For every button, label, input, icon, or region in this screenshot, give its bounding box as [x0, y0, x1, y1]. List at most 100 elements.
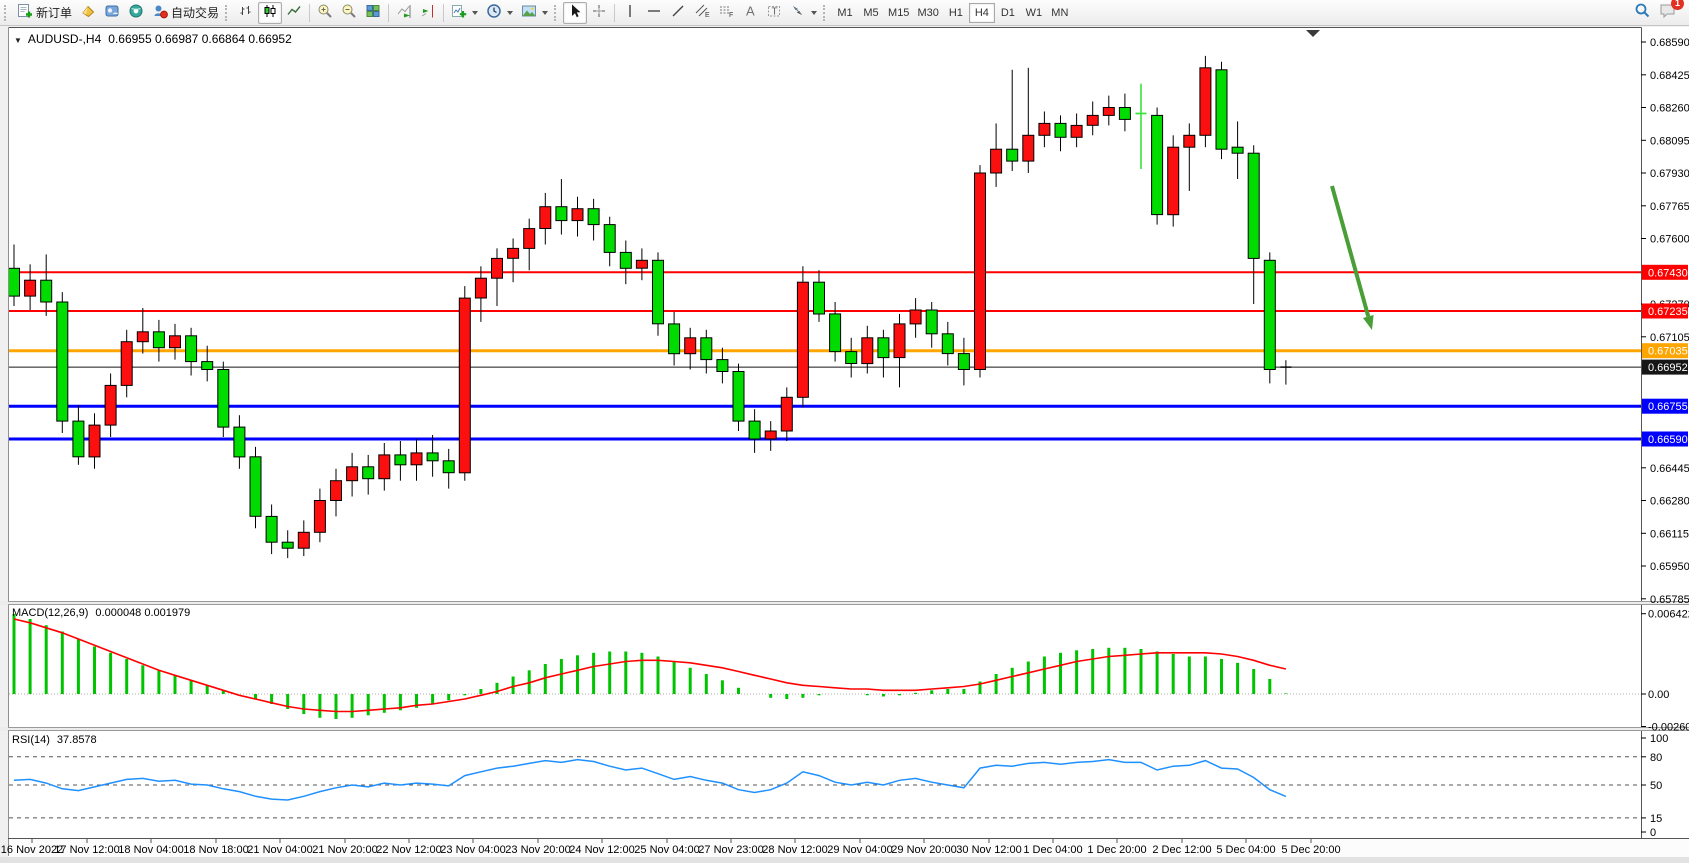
cursor-button[interactable]: [563, 1, 588, 24]
fibonacci-button[interactable]: F: [714, 2, 738, 24]
svg-text:-0.002603: -0.002603: [1648, 722, 1689, 734]
arrows-button[interactable]: [786, 2, 821, 24]
tile-windows-button[interactable]: [361, 2, 385, 24]
candle: [507, 238, 520, 283]
timeframe-m5-button[interactable]: M5: [858, 3, 884, 23]
svg-text:0.68095: 0.68095: [1650, 135, 1689, 147]
crosshair-button[interactable]: [587, 2, 611, 24]
auto-scroll-button[interactable]: [392, 2, 416, 24]
crosshair-icon: [591, 3, 607, 22]
svg-text:2 Dec 12:00: 2 Dec 12:00: [1152, 844, 1211, 856]
candles: [8, 55, 1292, 559]
text-label-icon: T: [766, 3, 782, 22]
chart-shift-marker[interactable]: [1306, 30, 1320, 37]
globe-button[interactable]: [124, 2, 148, 24]
toolbar-grip: [554, 4, 560, 21]
toolbar-separator: [614, 3, 616, 22]
candle: [297, 520, 310, 557]
svg-text:17 Nov 12:00: 17 Nov 12:00: [54, 844, 119, 856]
candle: [635, 248, 648, 281]
zoom-in-icon: [317, 3, 333, 22]
candle: [88, 413, 101, 469]
timeframe-h4-button[interactable]: H4: [968, 2, 995, 23]
dropdown-caret-icon: [811, 10, 818, 15]
clock-icon: [486, 3, 502, 22]
trend-arrow-annotation[interactable]: [1330, 185, 1374, 330]
algo-trading-button[interactable]: 自动交易: [148, 2, 223, 24]
gold-tag-button[interactable]: [76, 2, 100, 24]
svg-text:0.66280: 0.66280: [1650, 496, 1689, 508]
timeframe-d1-button[interactable]: D1: [995, 3, 1021, 23]
timeframe-m1-button[interactable]: M1: [832, 3, 858, 23]
rsi-line: [13, 758, 1287, 801]
rsi-axis[interactable]: 100 80 50 15 0: [1641, 733, 1668, 839]
candle: [362, 454, 375, 495]
zoom-in-button[interactable]: [313, 2, 337, 24]
candle: [893, 313, 906, 388]
svg-text:0.67430: 0.67430: [1648, 267, 1688, 279]
chart-title[interactable]: ▼ AUDUSD-,H4 0.66955 0.66987 0.66864 0.669…: [14, 32, 292, 46]
line-chart-button[interactable]: [282, 2, 306, 24]
price-axis[interactable]: 0.68590 0.68425 0.68260 0.68095 0.67930 0.677…: [1641, 37, 1689, 606]
horizontal-line-button[interactable]: [642, 2, 666, 24]
candle: [877, 329, 890, 378]
svg-text:80: 80: [1650, 752, 1662, 764]
new-order-button[interactable]: 新订单: [13, 2, 76, 24]
timeframe-m30-button[interactable]: M30: [913, 3, 942, 23]
equidistant-channel-button[interactable]: E: [690, 2, 714, 24]
svg-text:0.66445: 0.66445: [1650, 463, 1689, 475]
bar-chart-button[interactable]: [234, 2, 258, 24]
vertical-line-button[interactable]: [618, 2, 642, 24]
templates-button[interactable]: [517, 2, 552, 24]
svg-text:5 Dec 20:00: 5 Dec 20:00: [1281, 844, 1340, 856]
rsi-value: 37.8578: [56, 734, 97, 746]
candle: [313, 488, 326, 543]
svg-text:22 Nov 12:00: 22 Nov 12:00: [376, 844, 441, 856]
zoom-out-icon: [341, 3, 357, 22]
candle: [104, 373, 117, 437]
notifications-button[interactable]: 1: [1659, 0, 1684, 23]
timeframe-mn-button[interactable]: MN: [1047, 3, 1073, 23]
candle: [796, 266, 809, 408]
candle: [185, 327, 198, 376]
text-icon: A: [742, 3, 758, 22]
text-label-button[interactable]: T: [762, 2, 786, 24]
candle: [748, 409, 761, 453]
toolbar-grip: [225, 4, 231, 21]
svg-text:0.00: 0.00: [1648, 689, 1669, 701]
auto-scroll-icon: [396, 3, 412, 22]
candle: [1151, 107, 1164, 225]
dropdown-caret-icon: [542, 10, 549, 15]
candle: [217, 361, 230, 437]
search-icon[interactable]: [1634, 2, 1651, 24]
svg-text:0.67235: 0.67235: [1648, 306, 1688, 318]
trendline-button[interactable]: [666, 2, 690, 24]
chart-shift-button[interactable]: [416, 2, 440, 24]
chart-canvas[interactable]: 0.68590 0.68425 0.68260 0.68095 0.67930 0.677…: [0, 26, 1689, 863]
indicators-button[interactable]: [447, 2, 482, 24]
chart-window-button[interactable]: [100, 2, 124, 24]
svg-text:E: E: [705, 12, 710, 19]
macd-axis[interactable]: 0.006422 0.00 -0.002603: [1641, 609, 1689, 734]
candle: [120, 329, 133, 398]
timeframe-h1-button[interactable]: H1: [943, 3, 969, 23]
text-button[interactable]: A: [738, 2, 762, 24]
gold-tag-icon: [80, 3, 96, 22]
candle: [909, 298, 922, 338]
candle: [990, 123, 1003, 187]
timeframe-w1-button[interactable]: W1: [1021, 3, 1047, 23]
equidistant-channel-icon: E: [694, 3, 710, 22]
timeframe-m15-button[interactable]: M15: [884, 3, 913, 23]
candle: [1038, 111, 1051, 148]
candlestick-button[interactable]: [258, 1, 283, 24]
macd-pane: [9, 614, 1641, 719]
periods-button[interactable]: [482, 2, 517, 24]
svg-text:0.67600: 0.67600: [1650, 234, 1689, 246]
algo-trading-label: 自动交易: [171, 6, 220, 20]
symbol-dropdown-icon[interactable]: ▼: [14, 36, 22, 45]
svg-text:28 Nov 12:00: 28 Nov 12:00: [762, 844, 827, 856]
bar-chart-icon: [238, 3, 254, 22]
level-price-labels: 0.67430 0.67235 0.67035 0.66952 0.66755 0.665…: [1642, 264, 1688, 447]
zoom-out-button[interactable]: [337, 2, 361, 24]
